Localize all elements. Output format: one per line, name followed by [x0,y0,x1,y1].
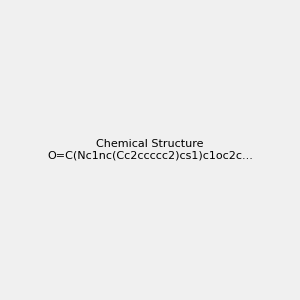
Text: Chemical Structure
O=C(Nc1nc(Cc2ccccc2)cs1)c1oc2c...: Chemical Structure O=C(Nc1nc(Cc2ccccc2)c… [47,139,253,161]
